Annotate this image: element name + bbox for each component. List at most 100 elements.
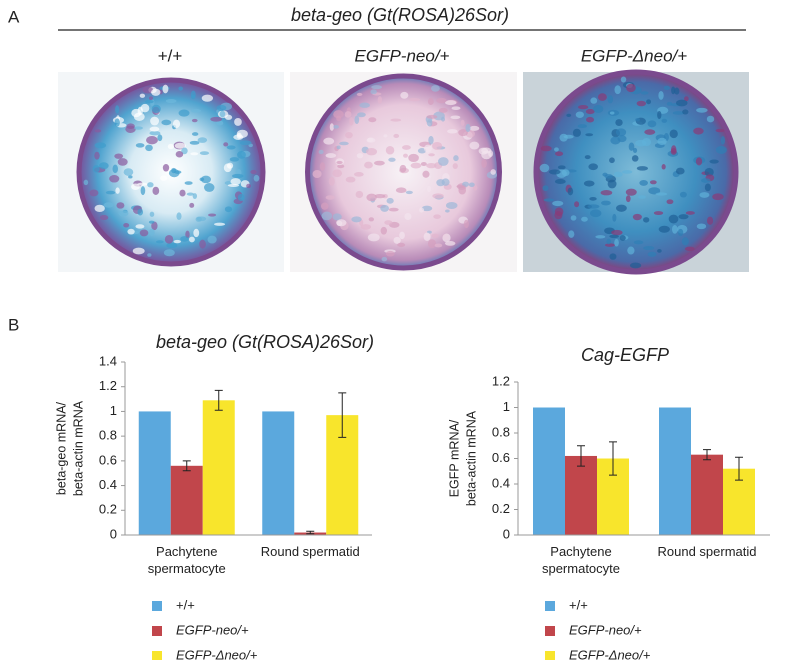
cell — [639, 180, 648, 186]
cell — [646, 99, 652, 105]
cell — [442, 233, 451, 243]
cell — [647, 251, 657, 257]
genotype-label: EGFP-neo/+ — [355, 46, 450, 65]
cell — [436, 97, 447, 104]
y-tick-label: 0.4 — [99, 477, 117, 492]
cell — [370, 89, 377, 95]
cell — [137, 182, 148, 186]
y-tick-label: 0.8 — [99, 428, 117, 443]
bar — [202, 400, 235, 535]
cell — [151, 221, 158, 231]
cell — [386, 197, 394, 204]
cell — [614, 238, 619, 247]
legend-swatch — [545, 626, 555, 636]
legend-label: +/+ — [569, 597, 588, 612]
legend-label: EGFP-Δneo/+ — [569, 647, 651, 660]
cell — [427, 239, 437, 249]
cell — [635, 139, 647, 147]
cell — [695, 157, 703, 166]
y-axis-label: beta-actin mRNA — [71, 400, 85, 496]
cell — [191, 108, 202, 113]
cell — [438, 157, 449, 166]
error-bar — [338, 392, 347, 438]
x-tick-label-box: Pachytene spermatocyte — [148, 544, 226, 576]
cell — [657, 110, 662, 120]
cell — [152, 186, 160, 196]
error-bar — [214, 389, 223, 411]
legend-swatch — [545, 651, 555, 661]
cell — [423, 144, 432, 153]
cell — [671, 224, 678, 234]
cell — [675, 167, 685, 175]
legend-swatch — [152, 626, 162, 636]
cell — [609, 157, 615, 164]
cell — [488, 150, 494, 157]
cell — [174, 142, 187, 149]
cell — [607, 95, 614, 104]
cell — [148, 220, 155, 224]
cell — [709, 159, 719, 164]
cell — [186, 192, 195, 196]
cell — [237, 150, 246, 159]
cell — [149, 131, 161, 136]
cell — [144, 99, 154, 104]
cell — [399, 231, 405, 240]
genotype-label: EGFP-Δneo/+ — [581, 46, 687, 65]
cell — [568, 230, 575, 238]
cell — [133, 112, 145, 122]
cell — [706, 216, 714, 225]
cell — [397, 242, 406, 248]
cell — [393, 133, 400, 139]
cell — [237, 193, 245, 202]
cell — [384, 220, 393, 225]
cell — [704, 167, 714, 177]
cell — [647, 120, 657, 128]
cell — [149, 228, 155, 237]
panel-label: B — [8, 315, 19, 334]
cell — [191, 132, 199, 136]
cell — [94, 204, 105, 213]
bar — [138, 411, 171, 535]
cell — [422, 170, 430, 178]
cell — [208, 213, 217, 217]
cell — [465, 123, 471, 133]
cell — [380, 204, 389, 212]
cell — [180, 236, 189, 242]
cell — [638, 195, 646, 199]
cell — [704, 183, 711, 192]
cell — [410, 162, 422, 169]
histology-images — [58, 69, 749, 275]
x-tick-label: Round spermatid — [260, 544, 360, 559]
panel-title: beta-geo (Gt(ROSA)26Sor) — [291, 5, 509, 25]
cell — [472, 184, 478, 191]
cell — [684, 96, 689, 102]
legend-label: +/+ — [176, 597, 195, 612]
cell — [432, 142, 443, 150]
cell — [566, 113, 572, 117]
cell — [112, 164, 119, 174]
cell — [374, 160, 385, 166]
cell — [636, 100, 647, 107]
cell — [408, 153, 419, 163]
x-tick-label-box: Pachytene spermatocyte — [542, 544, 620, 576]
cell — [419, 207, 425, 213]
cell — [126, 123, 135, 129]
cell — [117, 158, 128, 166]
cell — [351, 216, 362, 223]
cell — [148, 96, 154, 101]
cell — [441, 178, 450, 186]
error-bar — [703, 449, 711, 461]
cell — [161, 119, 172, 126]
cell — [381, 256, 388, 262]
cell — [614, 85, 621, 95]
cell — [214, 222, 226, 226]
cell — [585, 108, 595, 115]
cell — [590, 97, 598, 104]
cell — [611, 229, 623, 236]
cell — [542, 185, 549, 192]
cell — [557, 165, 566, 170]
cell — [619, 235, 626, 241]
cell — [337, 164, 345, 169]
cell — [390, 118, 402, 122]
cell — [201, 94, 214, 102]
